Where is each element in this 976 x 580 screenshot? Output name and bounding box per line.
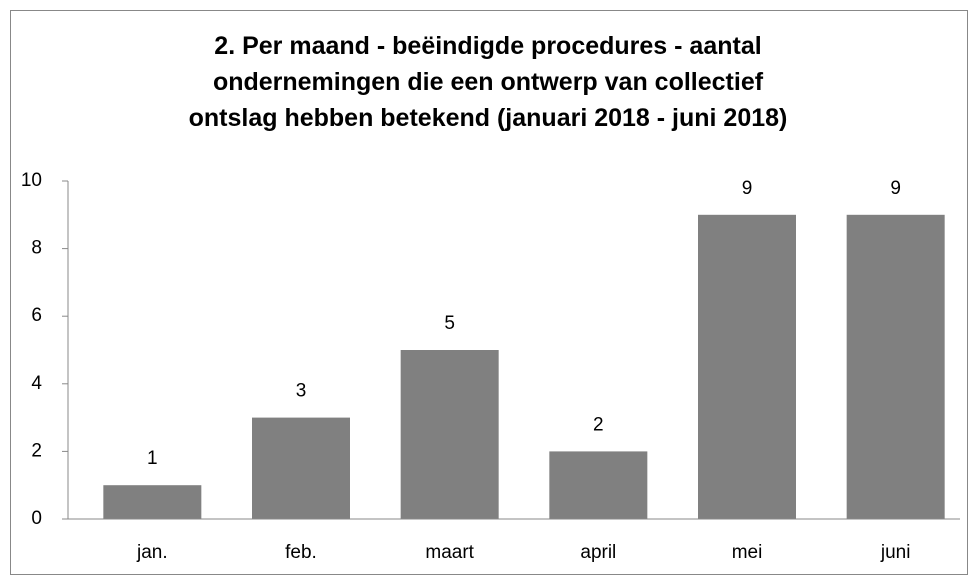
x-tick-label: april: [580, 542, 616, 563]
data-label: 9: [742, 178, 753, 199]
chart-title: 2. Per maand - beëindigde procedures - a…: [188, 32, 788, 132]
bar: [549, 451, 648, 519]
data-label: 1: [147, 448, 158, 469]
y-tick-label: 8: [31, 238, 42, 259]
y-tick-label: 10: [21, 170, 42, 191]
data-label: 2: [593, 414, 604, 435]
chart-border: [10, 10, 968, 575]
x-tick-label: feb.: [285, 542, 317, 563]
y-tick-label: 4: [31, 373, 42, 394]
x-tick-label: jan.: [136, 542, 168, 563]
x-tick-label: maart: [425, 542, 474, 563]
bar: [400, 350, 499, 519]
y-tick-label: 2: [31, 440, 42, 461]
y-tick-label: 6: [31, 305, 42, 326]
bar: [846, 214, 945, 520]
data-label: 5: [444, 313, 455, 334]
bar: [103, 485, 202, 519]
x-tick-label: mei: [732, 542, 763, 563]
x-tick-label: juni: [880, 542, 911, 563]
bar: [252, 417, 350, 519]
y-tick-label: 0: [31, 508, 42, 529]
data-label: 3: [296, 381, 307, 402]
data-label: 9: [890, 178, 901, 199]
bar: [698, 214, 796, 520]
